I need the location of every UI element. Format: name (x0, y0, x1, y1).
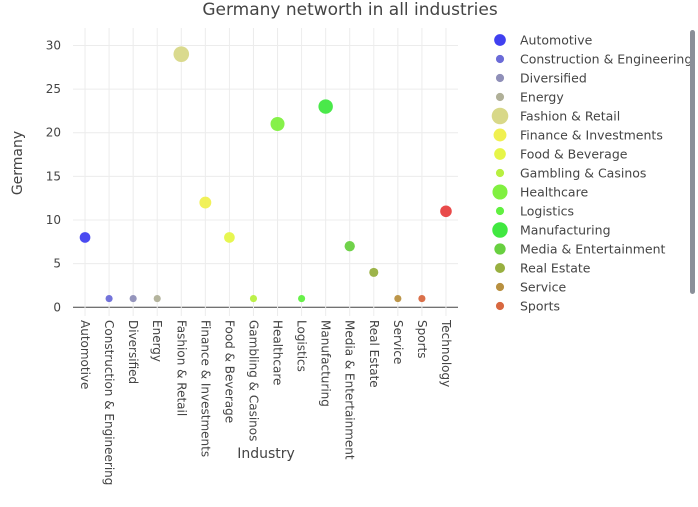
legend-marker[interactable] (492, 222, 508, 238)
x-tick-label: Food & Beverage (222, 320, 236, 423)
legend-label[interactable]: Diversified (520, 71, 587, 86)
data-point[interactable] (224, 232, 235, 243)
y-tick-label: 15 (46, 169, 61, 183)
legend-marker[interactable] (494, 148, 506, 160)
x-tick-label: Construction & Engineering (102, 320, 116, 485)
data-point[interactable] (298, 294, 306, 303)
legend-label[interactable]: Construction & Engineering (520, 52, 692, 67)
legend-marker[interactable] (493, 128, 507, 142)
legend-marker[interactable] (495, 54, 505, 64)
data-point[interactable] (249, 294, 258, 303)
legend-label[interactable]: Sports (520, 299, 560, 314)
legend-marker[interactable] (494, 34, 506, 46)
data-point[interactable] (153, 294, 161, 303)
x-tick-label: Manufacturing (319, 320, 333, 407)
x-tick-label: Energy (150, 320, 164, 362)
y-tick-label: 0 (53, 300, 61, 314)
legend-marker[interactable] (495, 92, 505, 102)
legend-marker[interactable] (495, 301, 505, 311)
chart-title: Germany networth in all industries (202, 0, 498, 20)
x-tick-label: Sports (415, 320, 429, 358)
y-axis-title: Germany (10, 131, 26, 195)
legend-label[interactable]: Gambling & Casinos (520, 166, 646, 181)
legend-label[interactable]: Healthcare (520, 185, 588, 200)
data-point[interactable] (173, 46, 190, 62)
x-tick-label: Fashion & Retail (174, 320, 188, 416)
legend-label[interactable]: Real Estate (520, 261, 591, 276)
data-point[interactable] (105, 294, 113, 303)
legend-label[interactable]: Energy (520, 90, 564, 105)
x-tick-label: Technology (439, 319, 453, 387)
legend-label[interactable]: Finance & Investments (520, 128, 663, 143)
legend-label[interactable]: Food & Beverage (520, 147, 628, 162)
x-tick-label: Real Estate (367, 320, 381, 388)
y-tick-label: 25 (46, 82, 61, 96)
legend-label[interactable]: Automotive (520, 33, 593, 48)
x-tick-label: Service (391, 320, 405, 364)
data-point[interactable] (440, 205, 452, 218)
x-tick-label: Automotive (78, 320, 92, 389)
y-tick-label: 20 (46, 126, 61, 140)
legend-label[interactable]: Logistics (520, 204, 574, 219)
legend-label[interactable]: Fashion & Retail (520, 109, 620, 124)
data-point[interactable] (129, 294, 137, 303)
legend-marker[interactable] (492, 184, 508, 200)
x-axis-title: Industry (237, 446, 295, 462)
legend-marker[interactable] (494, 262, 506, 274)
x-tick-label: Finance & Investments (198, 320, 212, 457)
data-point[interactable] (418, 294, 426, 303)
x-tick-label: Diversified (126, 320, 140, 384)
legend-marker[interactable] (495, 168, 505, 178)
legend-scrollbar[interactable] (690, 30, 695, 294)
legend-label[interactable]: Service (520, 280, 567, 295)
data-point[interactable] (270, 116, 285, 132)
y-tick-label: 30 (46, 38, 61, 52)
data-point[interactable] (344, 241, 355, 252)
legend-marker[interactable] (495, 282, 505, 292)
data-point[interactable] (318, 99, 333, 114)
x-tick-label: Gambling & Casinos (246, 320, 260, 441)
y-tick-label: 5 (53, 257, 61, 271)
legend-marker[interactable] (494, 243, 506, 255)
legend-marker[interactable] (495, 206, 505, 216)
x-tick-label: Logistics (295, 320, 309, 372)
legend-label[interactable]: Media & Entertainment (520, 242, 666, 257)
legend-label[interactable]: Manufacturing (520, 223, 611, 238)
x-tick-label: Healthcare (271, 320, 285, 385)
data-point[interactable] (394, 294, 402, 303)
legend-marker[interactable] (491, 107, 509, 125)
y-tick-label: 10 (46, 213, 61, 227)
legend-marker[interactable] (495, 73, 505, 83)
x-tick-label: Media & Entertainment (343, 320, 357, 460)
data-point[interactable] (79, 232, 91, 243)
data-point[interactable] (199, 196, 212, 209)
data-point[interactable] (369, 267, 379, 277)
